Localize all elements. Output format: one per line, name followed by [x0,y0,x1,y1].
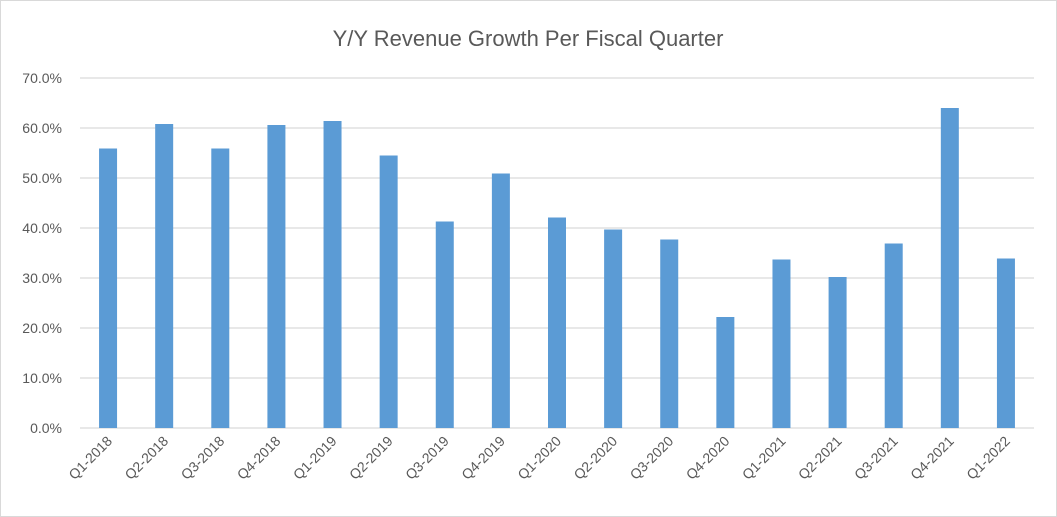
y-tick-label: 20.0% [22,320,62,336]
y-tick-label: 10.0% [22,370,62,386]
x-tick-label: Q1-2020 [514,433,564,483]
y-tick-label: 50.0% [22,170,62,186]
y-tick-label: 40.0% [22,220,62,236]
bar-q3-2018 [211,148,230,428]
x-tick-label: Q1-2022 [963,433,1013,483]
x-tick-label: Q3-2018 [178,433,228,483]
x-tick-label: Q3-2019 [402,433,452,483]
x-tick-label: Q1-2019 [290,433,340,483]
bar-q2-2021 [828,277,847,428]
y-tick-label: 0.0% [30,420,62,436]
x-tick-label: Q2-2020 [570,433,620,483]
y-tick-label: 70.0% [22,70,62,86]
bar-q1-2022 [996,258,1015,428]
bar-q2-2020 [604,229,623,428]
bar-q1-2020 [548,217,566,428]
x-tick-label: Q1-2018 [65,433,115,483]
bar-q4-2019 [491,173,510,428]
x-tick-label: Q3-2021 [851,433,901,483]
bar-q3-2020 [660,239,679,428]
bar-q1-2021 [772,259,791,428]
bar-q2-2019 [379,155,398,428]
x-tick-label: Q4-2018 [234,433,284,483]
bar-q3-2019 [435,221,454,428]
x-tick-label: Q1-2021 [739,433,789,483]
bar-q1-2018 [99,148,118,428]
x-tick-label: Q4-2021 [907,433,957,483]
bar-q4-2020 [716,317,735,428]
y-tick-label: 60.0% [22,120,62,136]
bar-q4-2021 [940,108,959,428]
x-tick-label: Q2-2018 [121,433,171,483]
x-tick-label: Q3-2020 [627,433,677,483]
x-tick-label: Q2-2019 [346,433,396,483]
bar-q2-2018 [155,124,174,428]
x-tick-label: Q4-2019 [458,433,508,483]
bar-q1-2019 [323,121,342,428]
y-tick-label: 30.0% [22,270,62,286]
bar-q3-2021 [884,243,903,428]
x-tick-label: Q2-2021 [795,433,845,483]
x-tick-label: Q4-2020 [683,433,733,483]
bar-q4-2018 [267,125,286,428]
chart-title: Y/Y Revenue Growth Per Fiscal Quarter [333,26,724,51]
